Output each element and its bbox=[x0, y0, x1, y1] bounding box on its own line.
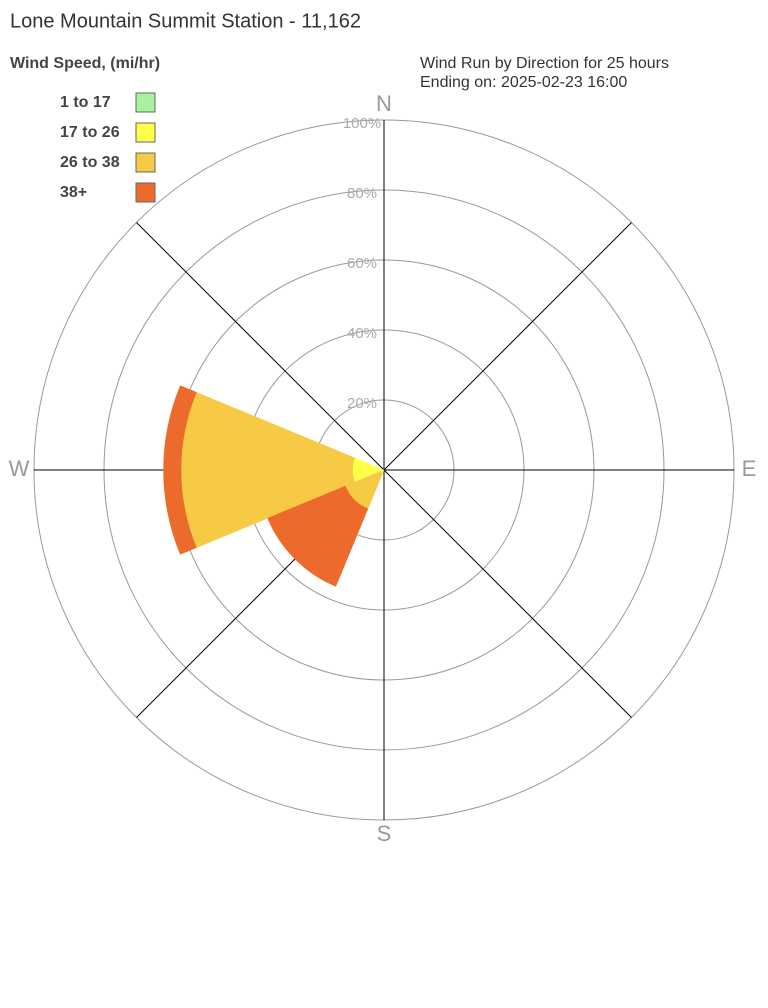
legend-label: 26 to 38 bbox=[60, 154, 120, 171]
radial-tick-label: 20% bbox=[347, 395, 377, 412]
spoke bbox=[383, 469, 632, 718]
radial-tick-label: 60% bbox=[347, 255, 377, 272]
legend-swatch bbox=[135, 182, 156, 203]
direction-label: S bbox=[377, 821, 392, 846]
legend-swatch bbox=[135, 122, 156, 143]
radial-tick-label: 40% bbox=[347, 325, 377, 342]
legend-label: 1 to 17 bbox=[60, 94, 111, 111]
spoke bbox=[136, 222, 385, 471]
radial-tick-label: 100% bbox=[343, 115, 381, 132]
legend-swatch bbox=[135, 92, 156, 113]
legend-title: Wind Speed, (mi/hr) bbox=[10, 55, 160, 72]
wedge bbox=[267, 485, 369, 587]
legend-label: 38+ bbox=[60, 184, 87, 201]
chart-title: Lone Mountain Summit Station - 11,162 bbox=[10, 10, 361, 32]
radial-tick-label: 80% bbox=[347, 185, 377, 202]
legend-swatch bbox=[135, 152, 156, 173]
subtitle: Ending on: 2025-02-23 16:00 bbox=[420, 74, 627, 91]
direction-label: W bbox=[9, 456, 30, 481]
subtitle: Wind Run by Direction for 25 hours bbox=[420, 55, 669, 72]
direction-label: N bbox=[376, 91, 392, 116]
spoke bbox=[383, 222, 632, 471]
wedge bbox=[163, 385, 197, 555]
legend-label: 17 to 26 bbox=[60, 124, 120, 141]
direction-label: E bbox=[742, 456, 757, 481]
